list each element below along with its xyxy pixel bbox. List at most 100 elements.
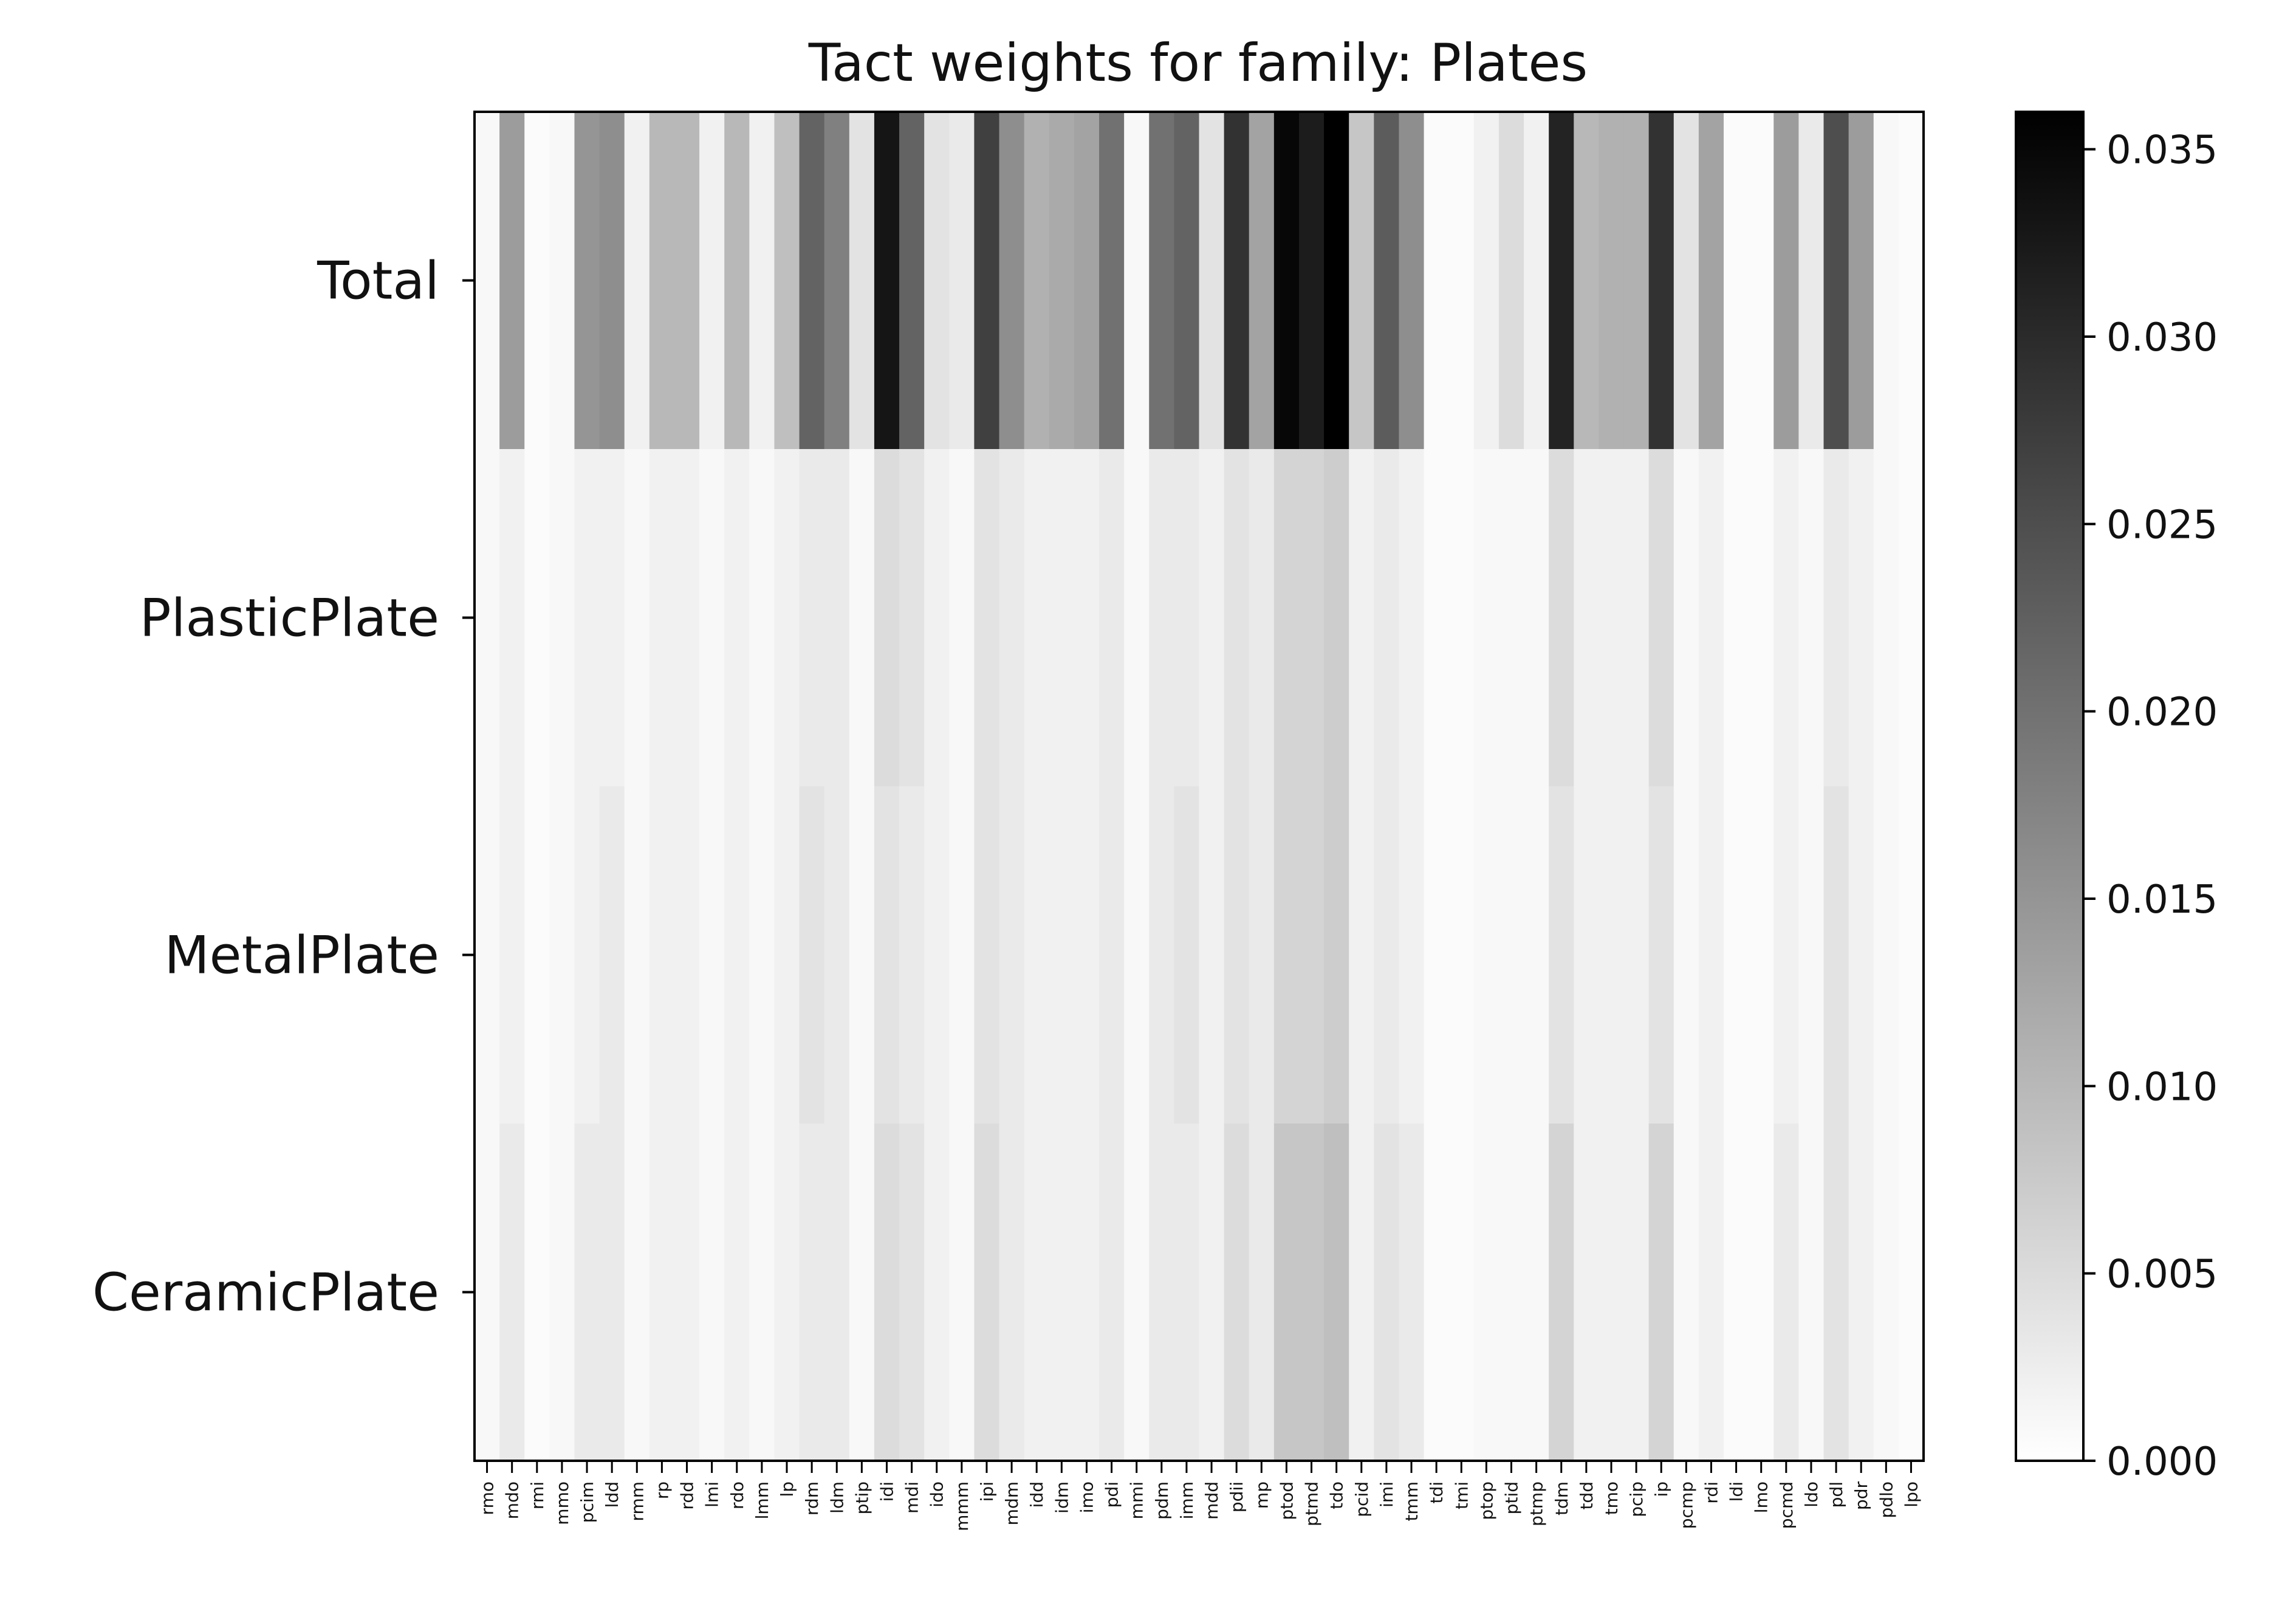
heatmap-cell-Total-ptmd [1298, 112, 1324, 450]
y-tick-label: MetalPlate [164, 925, 439, 986]
heatmap-cell-PlasticPlate-pcip [1623, 449, 1650, 787]
heatmap-cell-CeramicPlate-tdd [1574, 1124, 1600, 1461]
heatmap-cell-Total-pcid [1349, 112, 1374, 450]
heatmap-cell-MetalPlate-tmm [1399, 786, 1425, 1124]
heatmap-cell-Total-mmi [1124, 112, 1150, 450]
heatmap-cell-Total-mp [1249, 112, 1275, 450]
heatmap-cell-Total-pdl [1823, 112, 1849, 450]
heatmap-cell-MetalPlate-ldm [824, 786, 850, 1124]
heatmap-cell-PlasticPlate-rdd [674, 449, 700, 787]
heatmap-cell-MetalPlate-pcid [1349, 786, 1374, 1124]
heatmap-cell-PlasticPlate-mmo [549, 449, 575, 787]
heatmap-cell-PlasticPlate-imi [1374, 449, 1400, 787]
colorbar-tick-label: 0.030 [2106, 315, 2218, 360]
x-tick-label: mp [1252, 1481, 1272, 1509]
heatmap-cell-MetalPlate-lmo [1749, 786, 1774, 1124]
heatmap-cell-Total-imo [1074, 112, 1100, 450]
heatmap-cell-Total-mmm [949, 112, 975, 450]
x-tick-label: rmm [627, 1481, 647, 1522]
heatmap-cell-Total-mdi [899, 112, 925, 450]
heatmap-cell-CeramicPlate-rmm [624, 1124, 650, 1461]
heatmap-cell-Total-pdm [1149, 112, 1174, 450]
heatmap-cell-CeramicPlate-idd [1024, 1124, 1050, 1461]
heatmap-cell-Total-ip [1648, 112, 1674, 450]
heatmap-cell-Total-rdd [674, 112, 700, 450]
heatmap-cell-PlasticPlate-ptid [1498, 449, 1524, 787]
heatmap-cell-MetalPlate-mp [1249, 786, 1275, 1124]
heatmap-cell-Total-tdd [1574, 112, 1600, 450]
x-tick-label: idm [1052, 1481, 1072, 1514]
heatmap-cell-CeramicPlate-mp [1249, 1124, 1275, 1461]
heatmap-cell-MetalPlate-pcmd [1773, 786, 1799, 1124]
heatmap-cell-CeramicPlate-ldi [1724, 1124, 1749, 1461]
heatmap-cell-CeramicPlate-pdi [1099, 1124, 1125, 1461]
heatmap-cell-CeramicPlate-tdm [1549, 1124, 1574, 1461]
x-tick-label: imi [1377, 1481, 1397, 1508]
heatmap-cell-Total-ipi [974, 112, 1000, 450]
heatmap-cell-MetalPlate-imi [1374, 786, 1400, 1124]
heatmap-cell-Total-tmm [1399, 112, 1425, 450]
heatmap-cell-Total-lpo [1898, 112, 1924, 450]
heatmap-cell-MetalPlate-pdm [1149, 786, 1174, 1124]
heatmap-cell-MetalPlate-pdii [1224, 786, 1250, 1124]
heatmap-cell-PlasticPlate-tdi [1424, 449, 1450, 787]
heatmap-cell-PlasticPlate-ptop [1473, 449, 1499, 787]
heatmap-cell-PlasticPlate-pcid [1349, 449, 1374, 787]
heatmap-cell-MetalPlate-tmi [1448, 786, 1475, 1124]
heatmap-cell-Total-rmo [475, 112, 500, 450]
heatmap-cell-Total-mmo [549, 112, 575, 450]
heatmap-cell-CeramicPlate-tmi [1448, 1124, 1475, 1461]
heatmap-cell-CeramicPlate-rmo [475, 1124, 500, 1461]
x-tick-label: mdi [902, 1481, 922, 1514]
heatmap-cell-Total-mdm [999, 112, 1025, 450]
heatmap-cell-PlasticPlate-idd [1024, 449, 1050, 787]
x-tick-label: ptop [1476, 1481, 1496, 1520]
heatmap-cell-Total-ido [924, 112, 950, 450]
heatmap-cell-PlasticPlate-tdo [1324, 449, 1349, 787]
x-tick-label: mmi [1127, 1481, 1147, 1519]
heatmap-cell-CeramicPlate-idi [874, 1124, 900, 1461]
heatmap-cell-PlasticPlate-mdo [499, 449, 525, 787]
heatmap-cell-CeramicPlate-rdd [674, 1124, 700, 1461]
heatmap-cell-MetalPlate-ptip [849, 786, 875, 1124]
x-tick-label: tmo [1602, 1481, 1622, 1515]
heatmap-cell-Total-rdo [724, 112, 750, 450]
heatmap-cell-MetalPlate-rdd [674, 786, 700, 1124]
heatmap-cell-Total-pdii [1224, 112, 1250, 450]
y-axis: Total PlasticPlate MetalPlate CeramicPlate [92, 251, 475, 1323]
heatmap-cell-PlasticPlate-imm [1174, 449, 1200, 787]
heatmap-cell-PlasticPlate-tmo [1599, 449, 1625, 787]
heatmap-cell-MetalPlate-mmo [549, 786, 575, 1124]
x-tick-label: rdi [1701, 1481, 1721, 1504]
heatmap-cell-MetalPlate-tdd [1574, 786, 1600, 1124]
heatmap-cell-MetalPlate-lpo [1898, 786, 1924, 1124]
x-tick-label: pcim [577, 1481, 597, 1523]
heatmap-cell-MetalPlate-tmo [1599, 786, 1625, 1124]
heatmap-cell-Total-rmi [524, 112, 550, 450]
x-tick-label: pcmp [1676, 1481, 1696, 1529]
heatmap-cell-PlasticPlate-ldo [1798, 449, 1825, 787]
heatmap-cell-CeramicPlate-imm [1174, 1124, 1200, 1461]
heatmap-cell-Total-idd [1024, 112, 1050, 450]
heatmap-cell-PlasticPlate-lpo [1898, 449, 1924, 787]
heatmap-cell-CeramicPlate-ldo [1798, 1124, 1825, 1461]
heatmap-cell-CeramicPlate-pcid [1349, 1124, 1374, 1461]
x-tick-label: imo [1077, 1481, 1097, 1513]
x-tick-label: ipi [977, 1481, 997, 1501]
heatmap-cell-CeramicPlate-imo [1074, 1124, 1100, 1461]
heatmap-cell-PlasticPlate-ldd [599, 449, 625, 787]
x-tick-label: tdo [1327, 1481, 1347, 1509]
heatmap-cell-PlasticPlate-lmo [1749, 449, 1774, 787]
x-tick-label: tdm [1552, 1481, 1572, 1515]
heatmap-cell-CeramicPlate-pcmd [1773, 1124, 1799, 1461]
heatmap-cells [475, 112, 1924, 1461]
heatmap-cell-MetalPlate-rdi [1698, 786, 1724, 1124]
x-tick-label: rdd [677, 1481, 697, 1510]
heatmap-cell-PlasticPlate-pdm [1149, 449, 1174, 787]
heatmap-cell-PlasticPlate-ipi [974, 449, 1000, 787]
x-axis: rmo mdo rmi mmo pcim ldd rmm rp rdd lmi rdo lmm lp rd… [478, 1461, 1921, 1531]
heatmap-cell-Total-pdlo [1873, 112, 1899, 450]
x-tick-label: mmo [552, 1481, 572, 1525]
heatmap-cell-PlasticPlate-idm [1049, 449, 1075, 787]
